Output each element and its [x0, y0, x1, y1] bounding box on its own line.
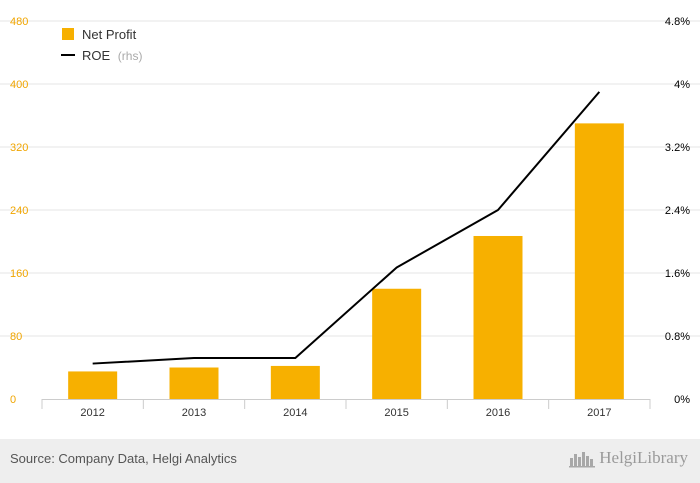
bar-series-net-profit: [68, 123, 624, 399]
bar-2014: [270, 365, 320, 399]
legend: Net Profit ROE (rhs): [61, 27, 142, 63]
logo-text: HelgiLibrary: [599, 448, 688, 467]
helgi-library-logo: HelgiLibrary: [569, 448, 688, 468]
footer: Source: Company Data, Helgi Analytics He…: [0, 439, 700, 483]
bar-2016: [473, 235, 523, 399]
left-tick-label: 160: [10, 268, 28, 280]
left-tick-label: 0: [10, 394, 16, 406]
right-tick-label: 0%: [674, 394, 690, 406]
right-axis: 0% 0.8% 1.6% 2.4% 3.2% 4% 4.8%: [665, 16, 690, 406]
bar-2015: [372, 288, 422, 399]
legend-unit-roe: (rhs): [118, 49, 143, 63]
source-note: Source: Company Data, Helgi Analytics: [10, 451, 237, 466]
x-tick-label: 2013: [182, 407, 206, 419]
x-tick-label: 2014: [283, 407, 307, 419]
line-series-roe: [92, 91, 601, 365]
bar-2017: [574, 123, 624, 399]
right-tick-label: 3.2%: [665, 142, 690, 154]
x-tick-label: 2012: [80, 407, 104, 419]
bar-2013: [169, 367, 219, 399]
x-tick-label: 2017: [587, 407, 611, 419]
right-tick-label: 4.8%: [665, 16, 690, 28]
x-axis: 2012 2013 2014 2015 2016 2017: [41, 399, 651, 419]
right-tick-label: 2.4%: [665, 205, 690, 217]
chart: 0 80 160 240 320 400 480 0% 0.8% 1.6% 2.4% 3.2% 4% 4…: [0, 16, 700, 419]
right-tick-label: 4%: [674, 79, 690, 91]
roe-line: [92, 91, 601, 365]
legend-label-roe: ROE (rhs): [82, 48, 142, 63]
right-tick-label: 1.6%: [665, 268, 690, 280]
x-tick-label: 2015: [384, 407, 408, 419]
legend-label-net-profit: Net Profit: [82, 27, 137, 42]
left-tick-label: 80: [10, 331, 22, 343]
legend-swatch-net-profit: [62, 28, 74, 40]
left-axis: 0 80 160 240 320 400 480: [10, 16, 28, 406]
left-tick-label: 320: [10, 142, 28, 154]
bar-2012: [68, 371, 118, 399]
city-skyline-icon: [569, 452, 596, 468]
left-tick-label: 400: [10, 79, 28, 91]
x-tick-label: 2016: [486, 407, 510, 419]
left-tick-label: 240: [10, 205, 28, 217]
left-tick-label: 480: [10, 16, 28, 28]
right-tick-label: 0.8%: [665, 331, 690, 343]
